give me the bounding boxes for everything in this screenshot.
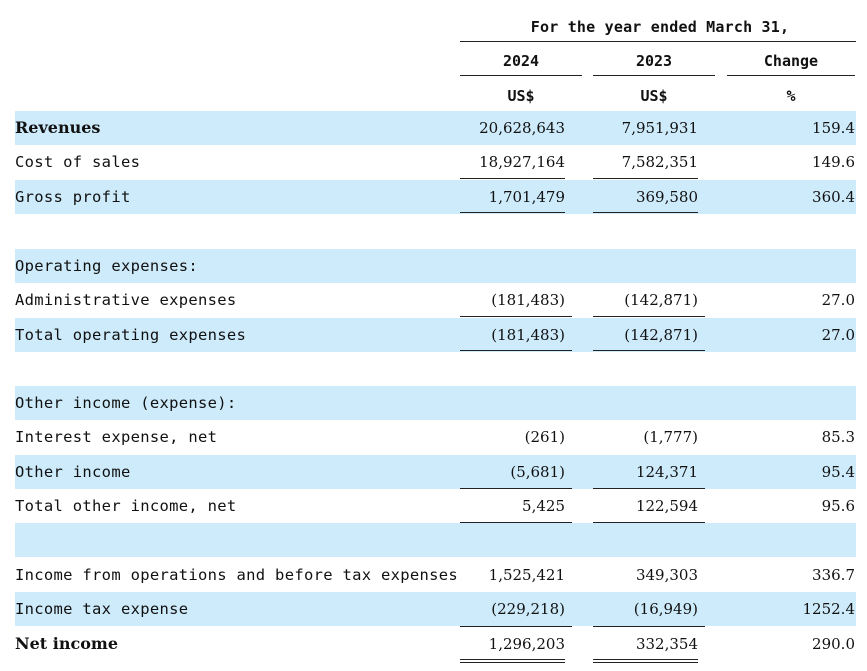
row-label: Administrative expenses [15,291,237,309]
value-2024: (261) [524,428,565,446]
rule-change [727,75,855,76]
value-2023: 124,371 [635,463,698,481]
value-change: 95.6 [821,497,855,515]
column-header-2023: 2023 [635,52,673,70]
value-2023: 7,951,931 [621,119,698,137]
row-label: Net income [15,634,118,653]
subtotal-rule [460,488,572,489]
total-rule [460,212,565,213]
rule-2024 [460,75,582,76]
value-2023: 349,303 [635,566,698,584]
value-change: 159.4 [812,119,855,137]
table-row: Other income (expense): [15,386,856,420]
table-row [15,352,856,386]
double-rule-bottom [593,662,698,663]
total-rule [593,350,705,351]
row-label: Cost of sales [15,153,141,171]
row-label: Interest expense, net [15,428,218,446]
value-2023: (1,777) [643,428,698,446]
table-row: Cost of sales 18,927,164 7,582,351 149.6 [15,145,856,179]
table-row: Interest expense, net (261) (1,777) 85.3 [15,420,856,454]
value-change: 290.0 [812,635,855,653]
table-row: Administrative expenses (181,483) (142,8… [15,283,856,317]
row-label: Gross profit [15,188,131,206]
value-2023: 7,582,351 [621,153,698,171]
value-2023: 369,580 [635,188,698,206]
subtotal-rule [593,316,705,317]
row-label: Total operating expenses [15,326,247,344]
value-2024: 1,296,203 [488,635,565,653]
table-row: Total operating expenses (181,483) (142,… [15,318,856,352]
value-2024: 18,927,164 [479,153,565,171]
table-row: Income tax expense (229,218) (16,949) 12… [15,592,856,626]
value-change: 336.7 [812,566,855,584]
value-change: 95.4 [821,463,855,481]
table-row: Gross profit 1,701,479 369,580 360.4 [15,180,856,214]
double-rule-bottom [460,662,565,663]
double-rule-top [593,659,698,660]
value-change: 149.6 [812,153,855,171]
row-label: Income from operations and before tax ex… [15,566,459,584]
value-2023: (142,871) [624,326,698,344]
value-2024: (229,218) [491,600,565,618]
total-rule [593,212,698,213]
value-2024: (181,483) [491,326,565,344]
subtotal-rule [460,626,572,627]
value-2024: (181,483) [491,291,565,309]
unit-2023: US$ [640,87,668,105]
value-change: 1252.4 [802,600,856,618]
value-2024: 1,525,421 [488,566,565,584]
value-change: 85.3 [821,428,855,446]
period-header: For the year ended March 31, [530,18,790,36]
subtotal-rule [593,488,705,489]
row-label: Total other income, net [15,497,237,515]
table-row: Operating expenses: [15,249,856,283]
table-row [15,214,856,248]
value-2023: 332,354 [635,635,698,653]
total-rule [460,350,572,351]
table-row: Total other income, net 5,425 122,594 95… [15,489,856,523]
value-2024: (5,681) [510,463,565,481]
value-2024: 20,628,643 [479,119,565,137]
value-change: 360.4 [812,188,855,206]
column-header-change: Change [763,52,819,70]
total-rule [593,522,705,523]
unit-2024: US$ [507,87,535,105]
subtotal-rule [460,316,572,317]
table-row [15,523,856,557]
column-header-2024: 2024 [502,52,540,70]
section-label: Other income (expense): [15,394,237,412]
table-row: Income from operations and before tax ex… [15,558,856,592]
value-2024: 5,425 [522,497,565,515]
value-2023: 122,594 [635,497,698,515]
header-rule [460,41,856,42]
value-2024: 1,701,479 [488,188,565,206]
double-rule-top [460,659,565,660]
table-row: Revenues 20,628,643 7,951,931 159.4 [15,111,856,145]
table-row: Other income (5,681) 124,371 95.4 [15,455,856,489]
row-label: Other income [15,463,131,481]
table-row: Net income 1,296,203 332,354 290.0 [15,627,856,661]
value-change: 27.0 [821,291,855,309]
subtotal-rule [593,178,698,179]
row-label: Revenues [15,118,101,137]
value-2023: (16,949) [633,600,698,618]
subtotal-rule [593,626,705,627]
total-rule [460,522,572,523]
section-label: Operating expenses: [15,257,199,275]
row-label: Income tax expense [15,600,189,618]
rule-2023 [593,75,715,76]
unit-change: % [786,87,796,105]
value-2023: (142,871) [624,291,698,309]
subtotal-rule [460,178,565,179]
value-change: 27.0 [821,326,855,344]
